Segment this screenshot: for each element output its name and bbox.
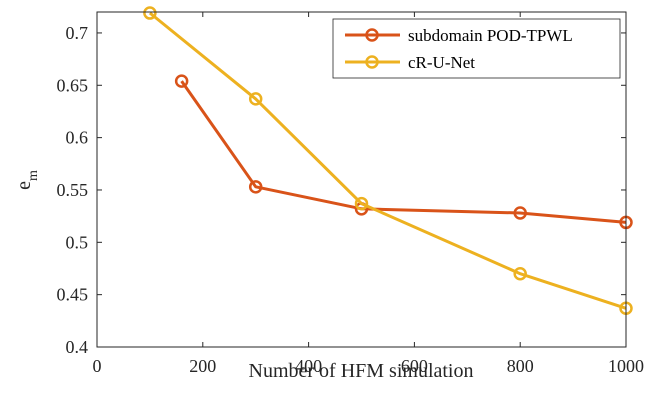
x-tick-label: 0 [93,356,102,376]
legend-label: cR-U-Net [408,53,475,72]
legend-swatch-marker [365,28,379,42]
x-axis: 0 200 400 600 800 1000 [93,12,644,376]
data-point [248,92,263,106]
y-axis-title: em [13,170,41,190]
data-point [354,196,369,211]
x-tick-label: 600 [401,356,428,376]
y-tick-label: 0.6 [66,128,89,148]
y-tick-label: 0.4 [66,337,89,357]
plot-area [143,6,633,316]
y-tick-label: 0.5 [66,232,89,252]
series-line-1 [148,11,627,310]
y-tick-label: 0.45 [57,285,89,305]
data-point [513,266,527,281]
y-tick-label: 0.55 [57,180,89,200]
y-axis-title-subscript: m [26,170,41,181]
legend-label: subdomain POD-TPWL [408,26,573,45]
data-point [174,74,189,88]
data-point [248,180,263,194]
x-axis-title: Number of HFM simulation [249,360,474,382]
legend-swatch-marker [365,55,379,69]
y-axis-title-main: e [13,181,35,190]
legend-box [332,18,621,79]
x-tick-label: 1000 [608,356,644,376]
data-point [143,6,157,20]
axes-box [96,11,627,348]
series-line-0 [180,80,627,224]
y-tick-label: 0.65 [57,75,89,95]
x-tick-label: 400 [295,356,322,376]
legend: subdomain POD-TPWL cR-U-Net [332,18,621,79]
x-tick-label: 800 [507,356,534,376]
y-tick-label: 0.7 [66,23,89,43]
x-tick-label: 200 [189,356,216,376]
y-axis: 0.4 0.45 0.5 0.55 0.6 0.65 0.7 [57,23,626,357]
data-point [513,206,527,220]
